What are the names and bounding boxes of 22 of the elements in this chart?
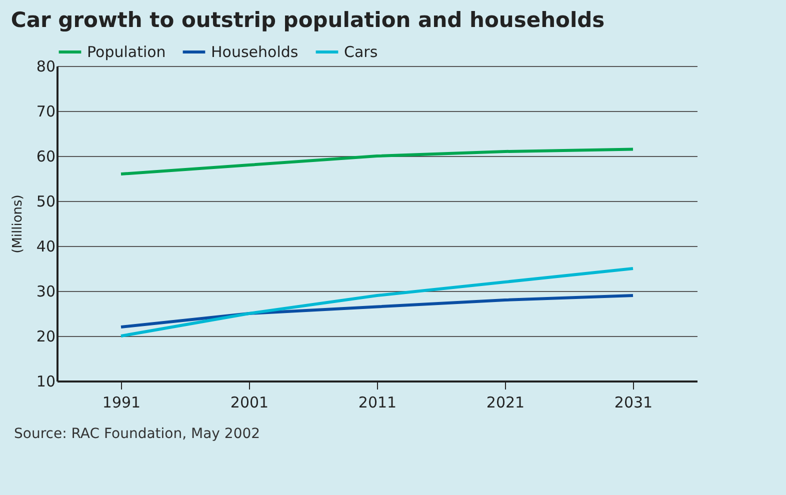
x-tick-label: 2001 <box>230 394 269 412</box>
legend-label: Population <box>87 43 166 61</box>
x-tick-label: 2011 <box>358 394 397 412</box>
chart-title: Car growth to outstrip population and households <box>10 8 605 32</box>
y-tick-label: 20 <box>36 328 56 346</box>
x-tick-label: 2031 <box>614 394 653 412</box>
line-series <box>120 294 634 328</box>
y-tick-label: 50 <box>36 192 56 210</box>
legend-label: Cars <box>344 43 378 61</box>
y-axis-title: (Millions) <box>10 194 26 254</box>
source-note: Source: RAC Foundation, May 2002 <box>14 425 262 444</box>
line-series <box>120 267 634 338</box>
y-tick-label: 70 <box>36 102 56 120</box>
line-series <box>120 148 634 176</box>
y-tick-label: 60 <box>36 148 56 166</box>
y-tick-label: 30 <box>36 282 56 300</box>
y-tick-label: 40 <box>36 238 56 256</box>
y-tick-label: 80 <box>36 58 56 76</box>
y-tick-label: 10 <box>36 372 56 390</box>
legend-label: Households <box>211 43 298 61</box>
x-tick-label: 1991 <box>102 394 141 412</box>
x-tick-label: 2021 <box>486 394 525 412</box>
